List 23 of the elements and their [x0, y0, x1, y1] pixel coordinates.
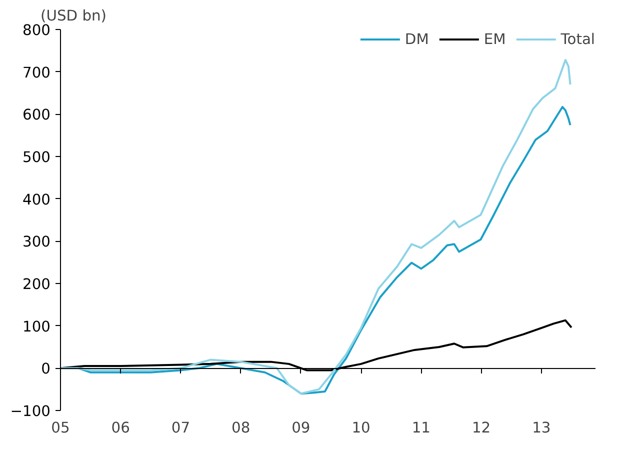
y-tick-label: 100	[22, 318, 51, 336]
x-tick-label: 07	[171, 420, 190, 436]
x-tick-label: 09	[292, 420, 310, 436]
x-tick-label: 11	[412, 420, 431, 436]
x-tick-label: 05	[51, 420, 70, 436]
x-tick-label: 12	[472, 420, 491, 436]
y-tick-label: 800	[22, 22, 51, 39]
y-tick-label: 500	[22, 149, 51, 166]
legend-label: Total	[560, 30, 595, 48]
legend-label: DM	[404, 30, 429, 48]
x-tick-label: 13	[532, 420, 551, 436]
x-tick-label: 08	[232, 420, 250, 436]
y-tick-label: 300	[22, 234, 51, 251]
legend-label: EM	[484, 30, 506, 48]
y-tick-label: 700	[22, 64, 51, 82]
y-tick-label: 200	[22, 276, 51, 293]
y-tick-label: −100	[10, 403, 51, 420]
x-tick-label: 06	[111, 420, 130, 436]
y-tick-label: 400	[22, 191, 51, 208]
y-tick-label: 0	[41, 360, 51, 378]
x-tick-label: 10	[352, 420, 370, 436]
y-axis-title: (USD bn)	[40, 8, 107, 24]
y-tick-label: 600	[22, 106, 51, 124]
